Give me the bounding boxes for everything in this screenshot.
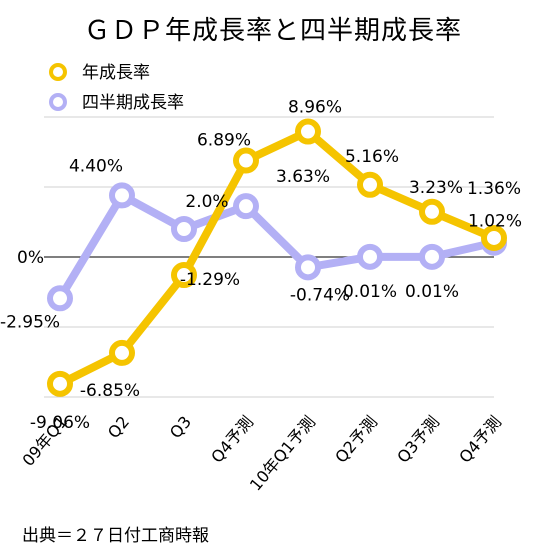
data-label: -2.95% xyxy=(0,312,60,332)
series-layer xyxy=(47,118,507,397)
x-tick-label: Q4予測 xyxy=(455,412,505,466)
data-point xyxy=(295,254,321,281)
x-tick-label: Q3 xyxy=(166,412,195,442)
data-label: -1.29% xyxy=(180,270,240,290)
data-label: 5.16% xyxy=(345,147,399,167)
zero-label: 0% xyxy=(17,248,44,268)
data-point xyxy=(233,193,259,220)
data-labels: -9.06% -6.85% -1.29% 6.89% 8.96% 5.16% 3.23% 1.… xyxy=(0,98,522,433)
data-point xyxy=(357,243,383,270)
data-point xyxy=(419,198,445,225)
x-tick-label: Q2 xyxy=(104,412,133,442)
data-label: -6.85% xyxy=(80,381,140,401)
legend-label: 四半期成長率 xyxy=(82,93,184,113)
legend-marker xyxy=(49,93,67,111)
data-label: 3.23% xyxy=(409,178,463,198)
data-point xyxy=(419,243,445,270)
data-label: 2.0% xyxy=(185,192,228,212)
data-label: 8.96% xyxy=(288,98,342,118)
legend-marker xyxy=(49,63,67,81)
data-label: 3.63% xyxy=(276,167,330,187)
legend-label: 年成長率 xyxy=(82,63,150,83)
data-label: 4.40% xyxy=(69,156,123,176)
data-point xyxy=(171,216,197,242)
data-label: -0.74% xyxy=(290,285,350,305)
data-point xyxy=(357,171,383,198)
data-label: 1.02% xyxy=(468,212,522,232)
data-point xyxy=(109,339,135,366)
data-label: 0.01% xyxy=(405,282,459,302)
data-point xyxy=(171,262,197,289)
x-tick-label: Q2予測 xyxy=(331,412,381,466)
data-point xyxy=(47,370,73,397)
source-note: 出典＝２７日付工商時報 xyxy=(22,526,209,546)
data-label: 0.01% xyxy=(343,282,397,302)
chart-title: ＧＤＰ年成長率と四半期成長率 xyxy=(83,16,462,46)
data-point xyxy=(295,118,321,145)
x-tick-label: Q4予測 xyxy=(207,412,257,466)
data-point xyxy=(481,224,507,251)
data-point xyxy=(233,147,259,174)
x-tick-label: Q3予測 xyxy=(393,412,443,466)
data-point xyxy=(109,182,135,209)
data-label: 6.89% xyxy=(197,131,251,151)
data-label: -9.06% xyxy=(30,413,90,433)
data-label: 1.36% xyxy=(467,179,521,199)
data-point xyxy=(47,285,73,312)
